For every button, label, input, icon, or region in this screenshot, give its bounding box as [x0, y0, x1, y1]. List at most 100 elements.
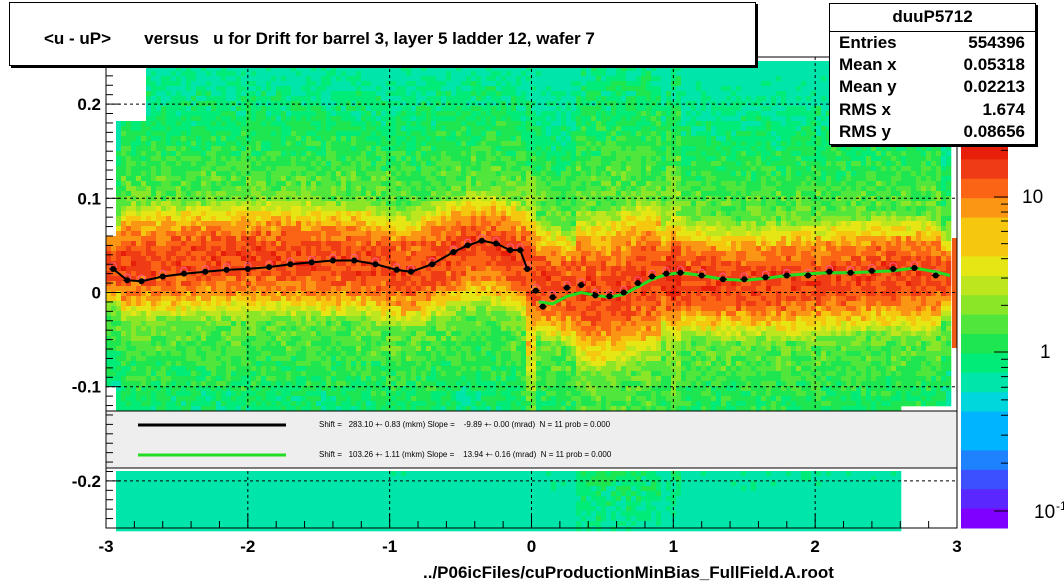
heatmap-cell [126, 176, 132, 182]
heatmap-cell [281, 151, 287, 157]
heatmap-cell [361, 216, 367, 222]
heatmap-cell [186, 166, 192, 172]
heatmap-cell [116, 166, 122, 172]
heatmap-cell [396, 301, 402, 307]
heatmap-cell [196, 86, 202, 92]
heatmap-cell [391, 401, 397, 407]
heatmap-cell [201, 86, 207, 92]
heatmap-cell [361, 136, 367, 142]
heatmap-cell [301, 201, 307, 207]
heatmap-cell [201, 366, 207, 372]
heatmap-cell [291, 241, 297, 247]
heatmap-cell [311, 201, 317, 207]
heatmap-cell [286, 476, 292, 482]
heatmap-cell [256, 71, 262, 77]
heatmap-cell [376, 136, 382, 142]
heatmap-cell [241, 391, 247, 397]
heatmap-cell [151, 516, 157, 522]
heatmap-cell [336, 76, 342, 82]
heatmap-cell [241, 171, 247, 177]
heatmap-cell [381, 76, 387, 82]
heatmap-cell [321, 281, 327, 287]
heatmap-cell [256, 166, 262, 172]
heatmap-cell [176, 251, 182, 257]
heatmap-cell [176, 516, 182, 522]
heatmap-cell [196, 96, 202, 102]
heatmap-cell [346, 296, 352, 302]
heatmap-cell [156, 211, 162, 217]
heatmap-cell [331, 491, 337, 497]
heatmap-cell [386, 296, 392, 302]
heatmap-cell [196, 281, 202, 287]
heatmap-cell [351, 241, 357, 247]
heatmap-cell [266, 231, 272, 237]
heatmap-cell [396, 296, 402, 302]
heatmap-cell [126, 211, 132, 217]
heatmap-cell [316, 71, 322, 77]
heatmap-cell [391, 316, 397, 322]
heatmap-cell [401, 136, 407, 142]
heatmap-cell [131, 121, 137, 127]
heatmap-cell [291, 491, 297, 497]
heatmap-cell [241, 121, 247, 127]
heatmap-cell [196, 171, 202, 177]
heatmap-cell [336, 226, 342, 232]
heatmap-cell [276, 176, 282, 182]
heatmap-cell [331, 191, 337, 197]
heatmap-cell [356, 206, 362, 212]
heatmap-cell [311, 86, 317, 92]
heatmap-cell [321, 271, 327, 277]
heatmap-cell [281, 261, 287, 267]
heatmap-cell [336, 181, 342, 187]
heatmap-cell [176, 216, 182, 222]
heatmap-cell [141, 161, 147, 167]
heatmap-cell [421, 66, 427, 72]
heatmap-cell [406, 156, 412, 162]
heatmap-cell [321, 136, 327, 142]
heatmap-cell [356, 401, 362, 407]
heatmap-cell [331, 251, 337, 257]
heatmap-cell [361, 256, 367, 262]
heatmap-cell [196, 256, 202, 262]
heatmap-cell [346, 361, 352, 367]
heatmap-cell [161, 346, 167, 352]
heatmap-cell [166, 316, 172, 322]
heatmap-cell [391, 296, 397, 302]
heatmap-cell [281, 196, 287, 202]
heatmap-cell [406, 281, 412, 287]
heatmap-cell [386, 241, 392, 247]
heatmap-cell [196, 301, 202, 307]
heatmap-cell [311, 286, 317, 292]
heatmap-cell [176, 376, 182, 382]
heatmap-cell [281, 251, 287, 257]
heatmap-cell [361, 331, 367, 337]
heatmap-cell [181, 156, 187, 162]
heatmap-cell [356, 236, 362, 242]
heatmap-cell [276, 276, 282, 282]
heatmap-cell [386, 346, 392, 352]
heatmap-cell [286, 181, 292, 187]
heatmap-cell [211, 131, 217, 137]
heatmap-cell [141, 506, 147, 512]
heatmap-cell [396, 236, 402, 242]
heatmap-cell [286, 71, 292, 77]
heatmap-cell [136, 286, 142, 292]
heatmap-cell [356, 96, 362, 102]
heatmap-cell [286, 231, 292, 237]
heatmap-cell [316, 406, 322, 412]
heatmap-cell [346, 511, 352, 517]
heatmap-cell [136, 191, 142, 197]
heatmap-cell [401, 191, 407, 197]
heatmap-cell [346, 291, 352, 297]
heatmap-cell [146, 471, 152, 477]
heatmap-cell [236, 146, 242, 152]
heatmap-cell [386, 331, 392, 337]
heatmap-cell [301, 136, 307, 142]
heatmap-cell [391, 481, 397, 487]
heatmap-cell [156, 331, 162, 337]
heatmap-cell [306, 501, 312, 507]
heatmap-cell [156, 486, 162, 492]
heatmap-cell [361, 506, 367, 512]
heatmap-cell [181, 471, 187, 477]
heatmap-cell [376, 281, 382, 287]
